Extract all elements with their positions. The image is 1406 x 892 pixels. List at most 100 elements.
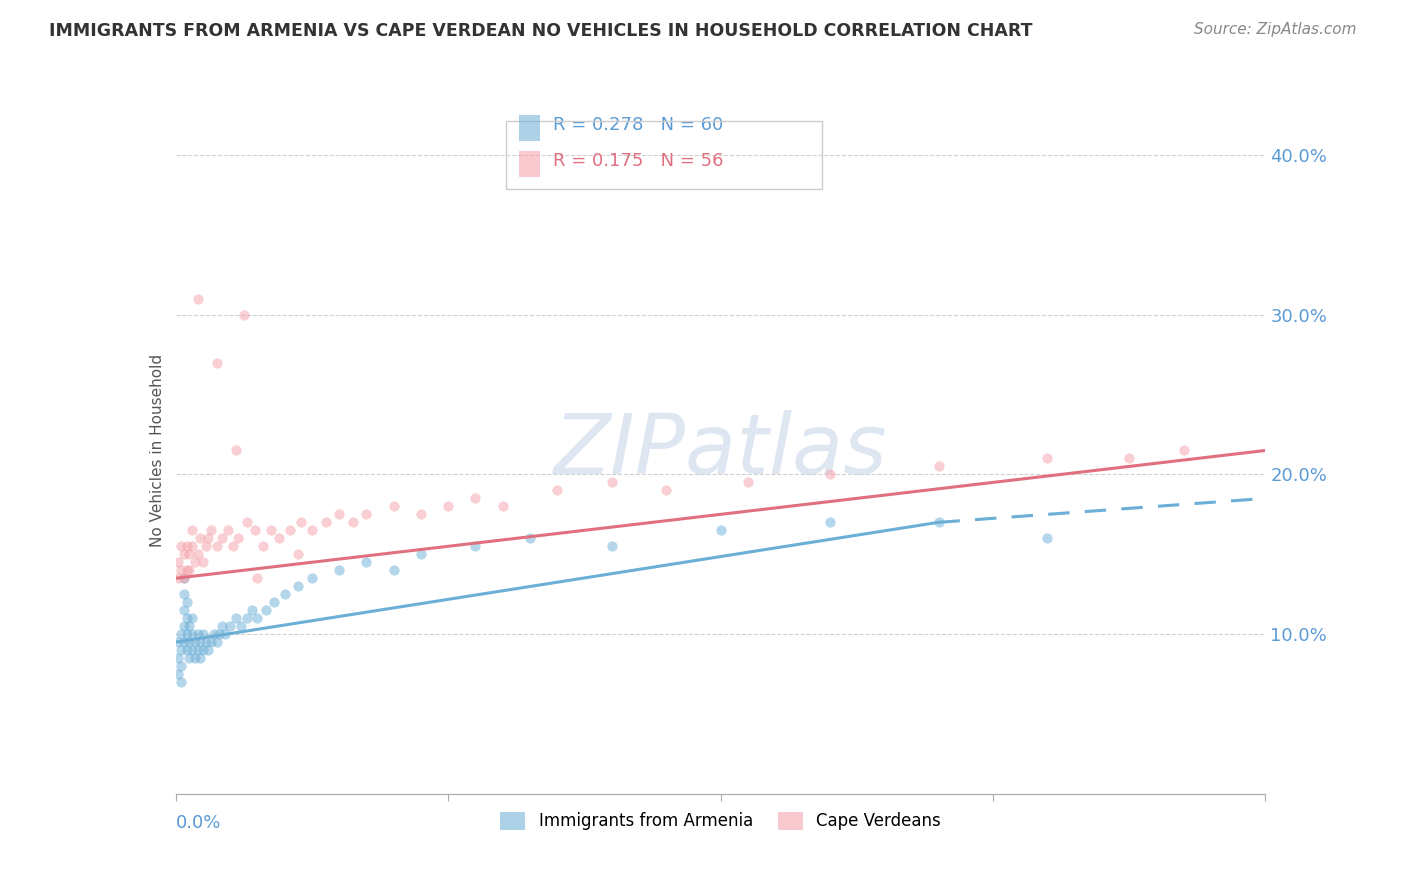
Point xyxy=(240,603,263,617)
Point xyxy=(179,635,201,649)
Point xyxy=(382,563,405,577)
Point xyxy=(200,635,222,649)
Point xyxy=(167,555,190,569)
Point xyxy=(173,587,195,601)
Point xyxy=(328,508,350,522)
Point xyxy=(290,516,312,530)
Point xyxy=(186,643,209,657)
Point xyxy=(382,500,405,514)
Point xyxy=(184,635,207,649)
Point xyxy=(301,571,323,585)
Point xyxy=(197,643,219,657)
Point xyxy=(181,627,204,641)
Point xyxy=(328,563,350,577)
Point xyxy=(235,611,257,625)
Point xyxy=(260,524,283,538)
Point xyxy=(246,611,269,625)
Text: R = 0.278   N = 60: R = 0.278 N = 60 xyxy=(553,116,723,134)
Point xyxy=(173,571,195,585)
Point xyxy=(205,356,228,370)
Point xyxy=(176,595,198,609)
Point xyxy=(186,627,209,641)
Point xyxy=(167,651,190,665)
Text: Source: ZipAtlas.com: Source: ZipAtlas.com xyxy=(1194,22,1357,37)
Point xyxy=(928,516,950,530)
Point xyxy=(173,571,195,585)
Point xyxy=(222,539,245,553)
Point xyxy=(600,539,623,553)
Point xyxy=(342,516,364,530)
Point xyxy=(188,531,211,545)
Point xyxy=(219,619,242,633)
Point xyxy=(200,524,222,538)
Point xyxy=(1118,451,1140,466)
Point xyxy=(202,627,225,641)
Point xyxy=(287,579,309,593)
Point xyxy=(191,643,214,657)
Point xyxy=(173,603,195,617)
Point xyxy=(655,483,678,498)
Point xyxy=(186,292,209,306)
Point xyxy=(211,619,233,633)
Point xyxy=(167,667,190,681)
Point xyxy=(263,595,285,609)
Point xyxy=(205,539,228,553)
Point xyxy=(409,508,432,522)
Point xyxy=(232,308,254,322)
Legend: Immigrants from Armenia, Cape Verdeans: Immigrants from Armenia, Cape Verdeans xyxy=(494,805,948,837)
FancyBboxPatch shape xyxy=(519,151,540,178)
Point xyxy=(176,627,198,641)
Point xyxy=(274,587,297,601)
Point xyxy=(211,531,233,545)
Point xyxy=(287,547,309,561)
Point xyxy=(179,619,201,633)
Point xyxy=(167,571,190,585)
Point xyxy=(170,659,193,673)
Point xyxy=(235,516,257,530)
Point xyxy=(181,524,204,538)
Point xyxy=(1036,451,1059,466)
Text: 0.0%: 0.0% xyxy=(176,814,221,832)
Point xyxy=(710,524,733,538)
Point xyxy=(176,643,198,657)
Point xyxy=(315,516,337,530)
Text: IMMIGRANTS FROM ARMENIA VS CAPE VERDEAN NO VEHICLES IN HOUSEHOLD CORRELATION CHA: IMMIGRANTS FROM ARMENIA VS CAPE VERDEAN … xyxy=(49,22,1033,40)
Point xyxy=(246,571,269,585)
Point xyxy=(167,635,190,649)
Point xyxy=(301,524,323,538)
Point xyxy=(228,531,250,545)
FancyBboxPatch shape xyxy=(519,115,540,141)
Point xyxy=(205,635,228,649)
Point xyxy=(181,611,204,625)
Point xyxy=(173,635,195,649)
Point xyxy=(1173,443,1195,458)
Point xyxy=(214,627,236,641)
Point xyxy=(197,531,219,545)
Point xyxy=(269,531,291,545)
Point xyxy=(188,651,211,665)
Point xyxy=(191,555,214,569)
Point xyxy=(546,483,568,498)
Point xyxy=(208,627,231,641)
Y-axis label: No Vehicles in Household: No Vehicles in Household xyxy=(149,354,165,547)
Point xyxy=(173,619,195,633)
Point xyxy=(176,563,198,577)
Point xyxy=(492,500,515,514)
Point xyxy=(928,459,950,474)
Point xyxy=(173,547,195,561)
Point xyxy=(186,547,209,561)
Point xyxy=(194,539,217,553)
Point xyxy=(179,563,201,577)
Point xyxy=(225,443,247,458)
Text: ZIPatlas: ZIPatlas xyxy=(554,410,887,491)
Point xyxy=(464,491,486,506)
Point xyxy=(170,675,193,690)
Text: R = 0.175   N = 56: R = 0.175 N = 56 xyxy=(553,152,723,169)
Point xyxy=(818,467,841,482)
Point xyxy=(231,619,253,633)
Point xyxy=(179,651,201,665)
Point xyxy=(188,635,211,649)
Point xyxy=(409,547,432,561)
Point xyxy=(170,539,193,553)
Point xyxy=(243,524,266,538)
